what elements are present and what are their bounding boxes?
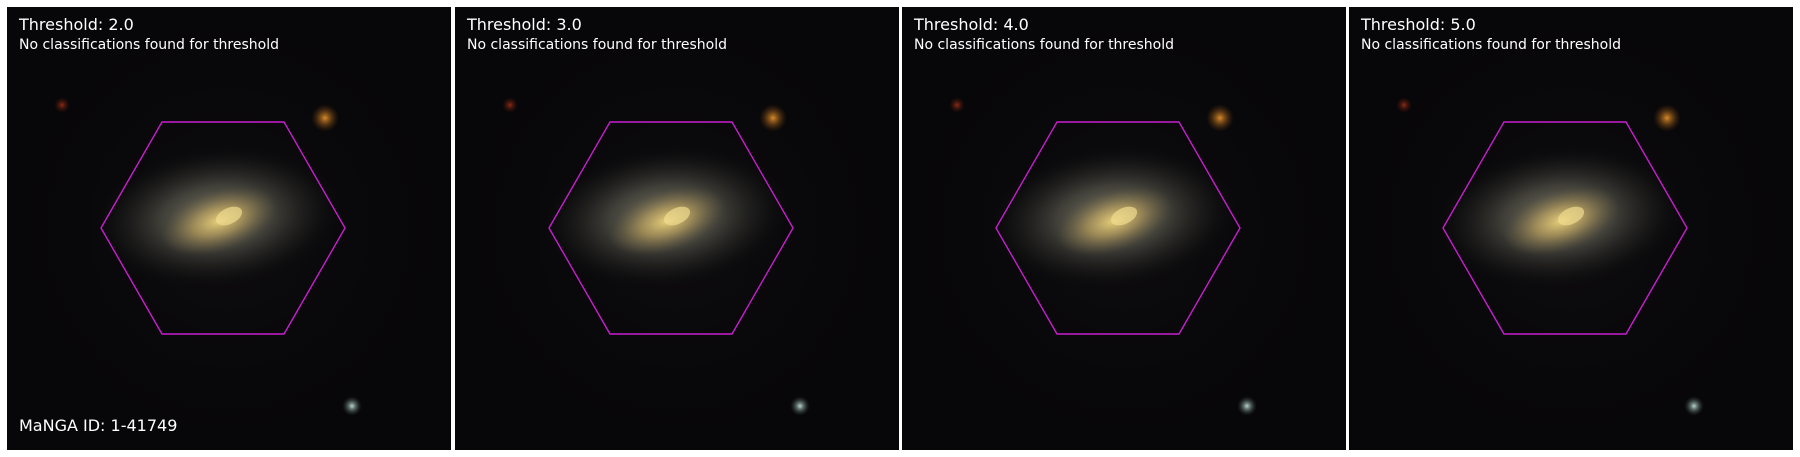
panel-title: Threshold: 2.0 [19,16,134,34]
panel-title: Threshold: 3.0 [467,16,582,34]
panel-subtitle: No classifications found for threshold [19,37,279,53]
panel-threshold-4: Threshold: 4.0 No classifications found … [902,7,1346,450]
galaxy-image [7,7,451,450]
manga-id-label: MaNGA ID: 1-41749 [19,417,177,435]
panel-threshold-2: Threshold: 2.0 No classifications found … [7,7,451,450]
panel-subtitle: No classifications found for threshold [1361,37,1621,53]
panel-title: Threshold: 4.0 [914,16,1029,34]
galaxy-image [455,7,899,450]
galaxy-image [1349,7,1793,450]
panel-subtitle: No classifications found for threshold [914,37,1174,53]
panel-threshold-5: Threshold: 5.0 No classifications found … [1349,7,1793,450]
panel-threshold-3: Threshold: 3.0 No classifications found … [455,7,899,450]
panel-title: Threshold: 5.0 [1361,16,1476,34]
panel-subtitle: No classifications found for threshold [467,37,727,53]
galaxy-image [902,7,1346,450]
